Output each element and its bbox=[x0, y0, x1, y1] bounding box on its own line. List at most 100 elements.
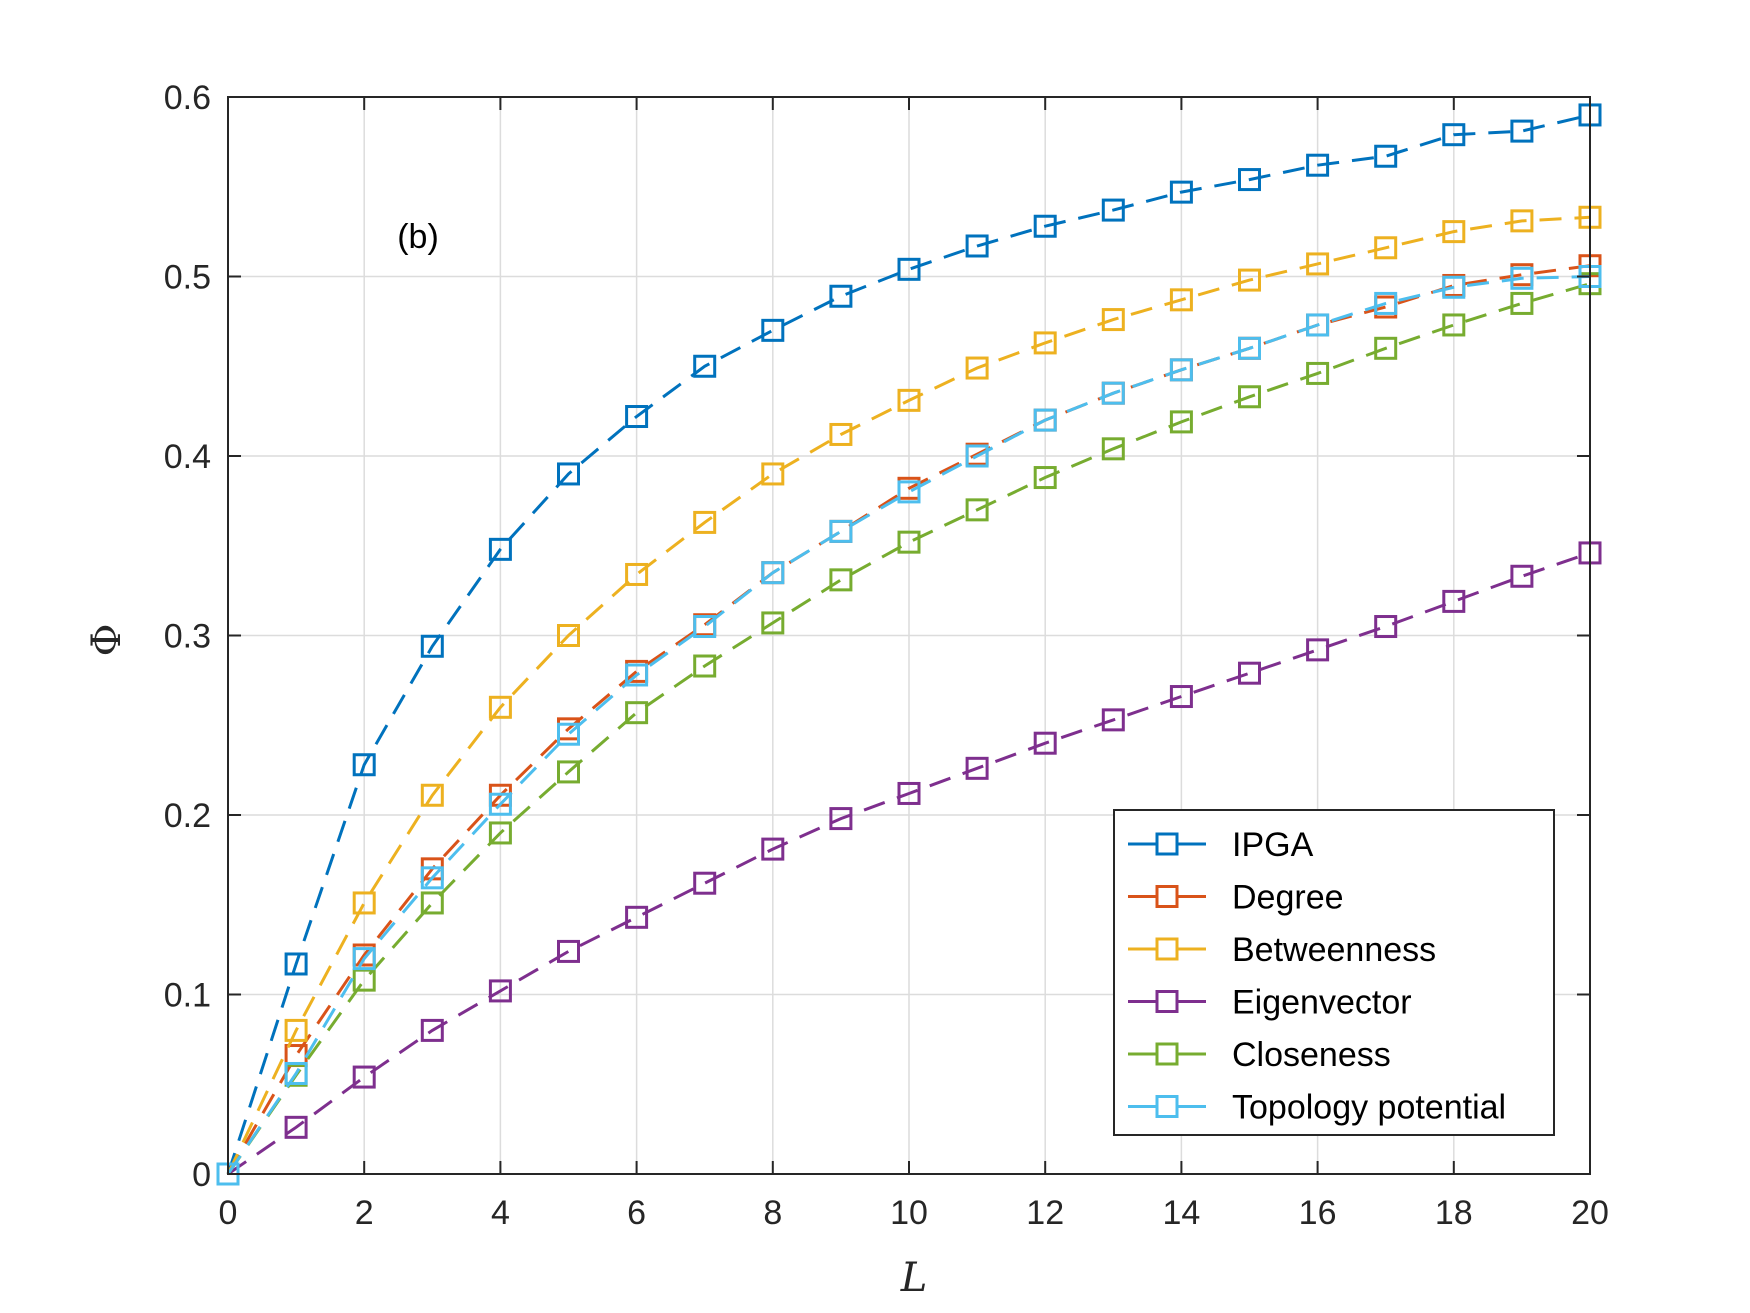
data-point-eigenvector bbox=[352, 1065, 376, 1089]
data-point-betweenness bbox=[1306, 252, 1330, 276]
series-betweenness bbox=[216, 205, 1602, 1186]
legend-label: Degree bbox=[1232, 879, 1344, 917]
data-point-closeness bbox=[1238, 385, 1261, 409]
data-point-eigenvector bbox=[897, 781, 921, 805]
series-line-eigenvector bbox=[227, 551, 1591, 1176]
data-point-ipga bbox=[1442, 123, 1466, 147]
data-point-ipga bbox=[352, 753, 376, 777]
y-tick-label: 0 bbox=[192, 1156, 211, 1194]
y-tick-label: 0.6 bbox=[164, 79, 211, 117]
data-point-topology-potential bbox=[1238, 336, 1261, 360]
data-point-ipga bbox=[488, 537, 512, 561]
x-tick-label: 6 bbox=[627, 1194, 646, 1232]
data-point-eigenvector bbox=[693, 871, 717, 895]
data-point-closeness bbox=[761, 611, 785, 635]
data-point-eigenvector bbox=[1306, 638, 1330, 662]
data-point-betweenness bbox=[829, 422, 853, 446]
data-point-closeness bbox=[965, 498, 989, 522]
data-point-eigenvector bbox=[965, 756, 989, 780]
data-point-closeness bbox=[625, 701, 649, 725]
data-point-closeness bbox=[1306, 361, 1330, 385]
legend-label: Eigenvector bbox=[1232, 984, 1412, 1022]
data-point-topology-potential bbox=[488, 792, 512, 816]
data-point-closeness bbox=[693, 654, 717, 678]
x-tick-label: 12 bbox=[1026, 1194, 1064, 1232]
tick-labels: 0 2 4 6 8 10 12 14 16 18 20 0 0.1 0.2 0.3 0.4 0.5 0.6 bbox=[164, 79, 1609, 1232]
x-tick-label: 18 bbox=[1435, 1194, 1473, 1232]
legend-marker bbox=[1155, 937, 1179, 961]
legend-marker bbox=[1155, 832, 1179, 856]
data-point-ipga bbox=[761, 318, 785, 342]
data-point-ipga bbox=[693, 354, 717, 378]
data-point-eigenvector bbox=[557, 939, 580, 963]
data-point-ipga bbox=[829, 284, 853, 308]
data-point-ipga bbox=[625, 405, 649, 429]
data-point-ipga bbox=[284, 952, 308, 976]
data-point-eigenvector bbox=[420, 1018, 444, 1042]
data-point-ipga bbox=[1238, 168, 1261, 192]
data-point-ipga bbox=[1374, 144, 1398, 168]
legend-label: IPGA bbox=[1232, 826, 1314, 864]
legend: IPGA Degree Betweenness Eigenvector Closenes… bbox=[1113, 809, 1555, 1136]
data-point-betweenness bbox=[761, 462, 785, 486]
data-point-ipga bbox=[897, 257, 921, 281]
data-point-topology-potential bbox=[693, 615, 717, 639]
data-point-eigenvector bbox=[1169, 685, 1193, 709]
data-point-topology-potential bbox=[829, 519, 853, 543]
data-point-topology-potential bbox=[1033, 408, 1057, 432]
data-point-topology-potential bbox=[284, 1061, 308, 1085]
data-point-ipga bbox=[965, 234, 989, 258]
data-point-topology-potential bbox=[1101, 381, 1125, 405]
y-tick-label: 0.3 bbox=[164, 618, 211, 656]
data-point-closeness bbox=[488, 821, 512, 845]
data-point-topology-potential bbox=[1374, 291, 1398, 315]
legend-item-topology-potential: Topology potential bbox=[1128, 1089, 1506, 1127]
data-point-eigenvector bbox=[1510, 564, 1534, 588]
panel-label: (b) bbox=[397, 218, 439, 256]
data-point-eigenvector bbox=[761, 837, 785, 861]
legend-label: Closeness bbox=[1232, 1036, 1391, 1074]
data-point-eigenvector bbox=[1033, 731, 1057, 755]
data-point-topology-potential bbox=[897, 480, 921, 504]
data-point-betweenness bbox=[1033, 331, 1057, 355]
data-point-eigenvector bbox=[488, 979, 512, 1003]
data-point-topology-potential bbox=[420, 866, 444, 890]
data-point-betweenness bbox=[488, 695, 512, 719]
y-tick-label: 0.5 bbox=[164, 259, 211, 297]
data-point-topology-potential bbox=[1442, 275, 1466, 299]
data-point-closeness bbox=[897, 530, 921, 554]
x-tick-label: 10 bbox=[890, 1194, 928, 1232]
data-point-topology-potential bbox=[352, 947, 376, 971]
legend-item-ipga: IPGA bbox=[1128, 826, 1314, 864]
data-point-ipga bbox=[1306, 153, 1330, 177]
series-line-betweenness bbox=[226, 215, 1591, 1175]
series-line-ipga bbox=[226, 113, 1591, 1175]
data-point-eigenvector bbox=[1238, 661, 1261, 685]
data-point-eigenvector bbox=[284, 1115, 308, 1139]
data-point-topology-potential bbox=[1306, 313, 1330, 337]
y-tick-label: 0.1 bbox=[164, 977, 211, 1015]
series-line-degree bbox=[226, 264, 1591, 1175]
x-tick-label: 0 bbox=[219, 1194, 238, 1232]
data-point-ipga bbox=[557, 462, 580, 486]
data-point-betweenness bbox=[352, 891, 376, 915]
series-eigenvector bbox=[216, 541, 1602, 1186]
data-point-closeness bbox=[829, 568, 853, 592]
y-tick-label: 0.4 bbox=[164, 438, 211, 476]
series-topology-potential bbox=[216, 265, 1602, 1186]
data-point-betweenness bbox=[965, 356, 989, 380]
data-point-eigenvector bbox=[1442, 589, 1466, 613]
x-axis-label: L bbox=[900, 1255, 928, 1301]
data-point-ipga bbox=[1169, 180, 1193, 204]
data-point-closeness bbox=[1374, 336, 1398, 360]
legend-label: Betweenness bbox=[1232, 931, 1436, 969]
y-tick-label: 0.2 bbox=[164, 797, 211, 835]
data-point-eigenvector bbox=[1374, 615, 1398, 639]
data-point-betweenness bbox=[1101, 308, 1125, 332]
data-point-closeness bbox=[1033, 466, 1057, 490]
x-tick-label: 2 bbox=[355, 1194, 374, 1232]
series-line-topology-potential bbox=[226, 275, 1591, 1175]
x-tick-label: 20 bbox=[1571, 1194, 1609, 1232]
data-point-ipga bbox=[1101, 198, 1125, 222]
